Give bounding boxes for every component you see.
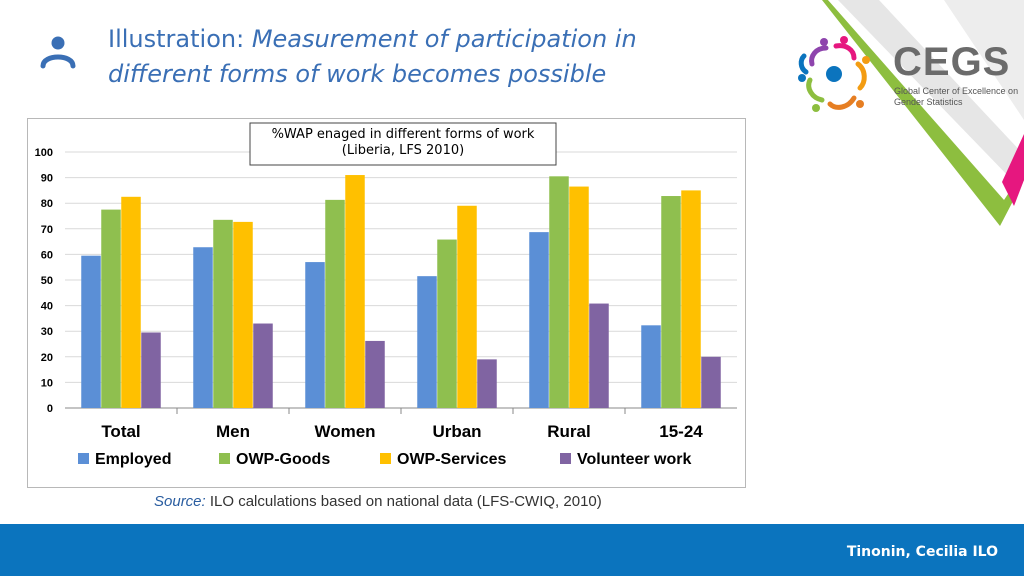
legend-label: OWP-Services xyxy=(397,451,506,468)
y-tick-label: 30 xyxy=(41,326,53,338)
legend-label: Employed xyxy=(95,451,171,468)
bar xyxy=(141,332,161,408)
footer-bar xyxy=(0,524,1024,576)
y-tick-label: 10 xyxy=(41,377,53,389)
bar xyxy=(457,205,477,408)
bar xyxy=(81,255,101,408)
bar xyxy=(701,356,721,408)
x-category-label: Women xyxy=(314,422,375,441)
chart-title-line: %WAP enaged in different forms of work xyxy=(272,127,535,142)
cegs-logo xyxy=(798,36,870,112)
legend-swatch xyxy=(380,453,391,464)
bar xyxy=(253,323,273,408)
source-text: ILO calculations based on national data … xyxy=(209,493,602,510)
y-tick-label: 90 xyxy=(41,173,53,185)
chart-title-line: (Liberia, LFS 2010) xyxy=(342,143,464,158)
bar xyxy=(213,219,233,408)
bar xyxy=(661,196,681,408)
slide-title: Illustration: Measurement of participati… xyxy=(108,22,708,92)
y-tick-label: 40 xyxy=(41,301,53,313)
x-category-label: 15-24 xyxy=(659,422,703,441)
legend-label: OWP-Goods xyxy=(236,451,330,468)
x-category-label: Men xyxy=(216,422,250,441)
logo-name: CEGS xyxy=(893,40,1011,84)
bar xyxy=(589,303,609,408)
footer-author: Tinonin, Cecilia ILO xyxy=(846,544,998,560)
person-icon xyxy=(40,36,76,69)
bar xyxy=(121,196,141,408)
title-prefix: Illustration: xyxy=(108,25,245,53)
legend-swatch xyxy=(560,453,571,464)
legend-swatch xyxy=(78,453,89,464)
logo-subtitle: Global Center of Excellence on Gender St… xyxy=(894,86,1019,107)
bar xyxy=(365,340,385,408)
y-tick-label: 0 xyxy=(47,403,53,415)
legend-swatch xyxy=(219,453,230,464)
y-tick-label: 20 xyxy=(41,352,53,364)
bar xyxy=(549,176,569,408)
bar xyxy=(569,186,589,408)
bar xyxy=(233,221,253,408)
bar xyxy=(325,199,345,408)
chart-title-box xyxy=(249,122,557,166)
y-tick-label: 80 xyxy=(41,198,53,210)
x-category-label: Urban xyxy=(432,422,481,441)
y-tick-label: 60 xyxy=(41,249,53,261)
y-tick-label: 50 xyxy=(41,275,53,287)
bar xyxy=(681,190,701,408)
bar xyxy=(101,209,121,408)
bar xyxy=(477,359,497,408)
bar xyxy=(345,175,365,408)
y-tick-label: 70 xyxy=(41,224,53,236)
bar xyxy=(529,232,549,408)
corner-decoration xyxy=(822,0,1024,226)
source-label: Source: xyxy=(154,493,206,510)
bar xyxy=(437,239,457,408)
x-category-label: Total xyxy=(101,422,140,441)
bar xyxy=(641,325,661,408)
title-emphasis: Measurement of participation in differen… xyxy=(108,25,637,88)
y-tick-label: 100 xyxy=(35,147,53,159)
bar xyxy=(193,247,213,408)
legend-label: Volunteer work xyxy=(577,451,691,468)
source-note: Source: ILO calculations based on nation… xyxy=(154,493,602,510)
bar xyxy=(305,262,325,408)
chart-panel: 0 10 20 30 40 50 60 70 80 90 100 Total Men Women Urban… xyxy=(27,118,746,488)
bar xyxy=(417,276,437,408)
x-category-label: Rural xyxy=(547,422,590,441)
bar-chart: 0 10 20 30 40 50 60 70 80 90 100 Total Men Women Urban… xyxy=(35,122,737,468)
